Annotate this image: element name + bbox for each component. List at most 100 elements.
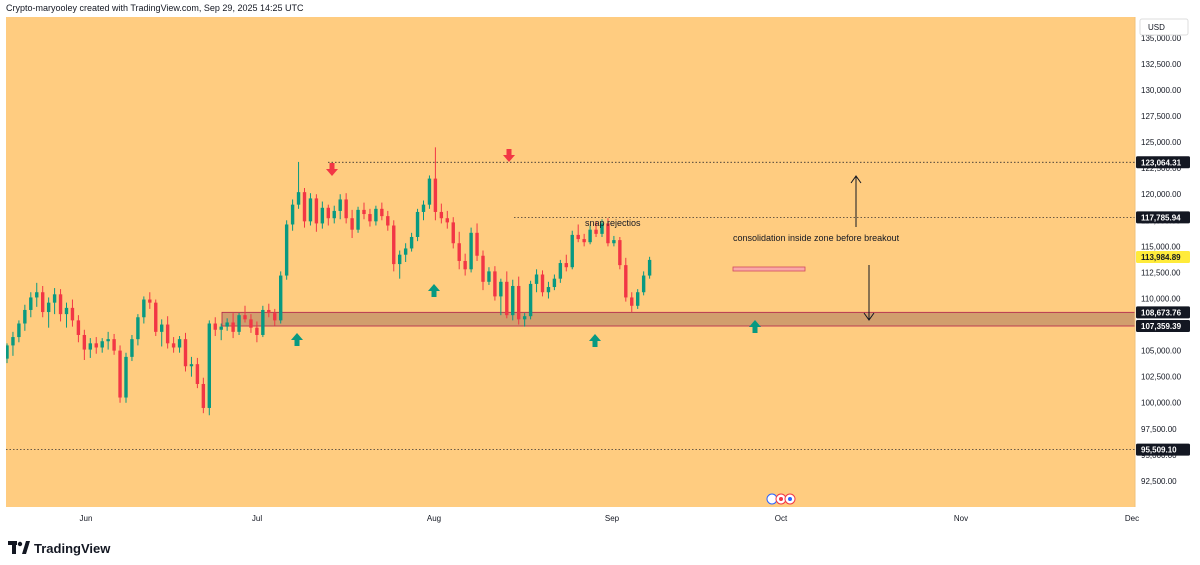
candle[interactable]: [160, 319, 164, 347]
candle[interactable]: [534, 269, 539, 293]
candle[interactable]: [409, 232, 414, 252]
candle[interactable]: [564, 254, 568, 272]
candle[interactable]: [320, 201, 325, 229]
candle[interactable]: [284, 220, 289, 280]
price-chart[interactable]: snap rejectios consolidation inside zone…: [5, 17, 1191, 529]
candle[interactable]: [612, 235, 616, 247]
candle[interactable]: [392, 220, 396, 272]
candle[interactable]: [70, 299, 75, 327]
candle[interactable]: [647, 256, 652, 279]
candle[interactable]: [35, 282, 39, 307]
candle[interactable]: [439, 203, 444, 224]
candle[interactable]: [326, 204, 330, 226]
candle[interactable]: [177, 336, 182, 353]
candle[interactable]: [421, 200, 426, 221]
candle[interactable]: [23, 304, 27, 331]
candle[interactable]: [505, 271, 509, 319]
candle[interactable]: [58, 289, 63, 322]
candle[interactable]: [487, 267, 491, 285]
candle[interactable]: [314, 194, 319, 232]
candle[interactable]: [528, 280, 533, 320]
candle[interactable]: [451, 217, 455, 249]
candle[interactable]: [463, 253, 467, 276]
candle[interactable]: [142, 296, 146, 324]
candle[interactable]: [64, 302, 69, 328]
candle[interactable]: [356, 206, 360, 233]
candle[interactable]: [243, 305, 247, 323]
candle[interactable]: [136, 314, 140, 346]
candle[interactable]: [148, 292, 152, 309]
candle[interactable]: [213, 317, 217, 337]
candle[interactable]: [273, 308, 277, 326]
candle[interactable]: [100, 338, 104, 353]
candle[interactable]: [29, 292, 33, 318]
candle[interactable]: [641, 271, 646, 296]
candle[interactable]: [308, 193, 313, 226]
candle[interactable]: [618, 236, 622, 270]
candle[interactable]: [130, 334, 134, 362]
candle[interactable]: [255, 321, 259, 343]
candle[interactable]: [189, 356, 194, 377]
candle[interactable]: [237, 313, 241, 335]
candle[interactable]: [582, 233, 586, 247]
candle[interactable]: [368, 208, 372, 227]
candle[interactable]: [82, 329, 87, 360]
candle[interactable]: [195, 357, 200, 389]
candle[interactable]: [362, 202, 366, 220]
candle[interactable]: [433, 147, 438, 221]
candle[interactable]: [344, 193, 348, 224]
candle[interactable]: [225, 318, 229, 331]
candle[interactable]: [261, 305, 265, 338]
candle[interactable]: [46, 297, 51, 328]
candle[interactable]: [267, 303, 271, 318]
candle[interactable]: [154, 299, 158, 337]
candle[interactable]: [332, 205, 336, 224]
candle[interactable]: [302, 187, 307, 228]
candle[interactable]: [540, 270, 545, 297]
candle[interactable]: [558, 259, 563, 283]
candle[interactable]: [499, 278, 503, 316]
candle[interactable]: [469, 227, 473, 273]
candlestick-chart[interactable]: snap rejectios consolidation inside zone…: [5, 17, 1191, 529]
candle[interactable]: [290, 199, 295, 231]
candle[interactable]: [231, 313, 235, 339]
candle[interactable]: [403, 243, 408, 262]
candle[interactable]: [546, 281, 551, 299]
candle[interactable]: [386, 210, 390, 231]
candle[interactable]: [630, 292, 634, 313]
candle[interactable]: [522, 313, 527, 327]
candle[interactable]: [106, 331, 110, 350]
tradingview-logo[interactable]: TradingView: [8, 538, 110, 558]
candle[interactable]: [249, 314, 253, 333]
candle[interactable]: [570, 230, 574, 270]
candle[interactable]: [594, 221, 598, 237]
candle[interactable]: [183, 332, 188, 372]
candle[interactable]: [600, 219, 604, 237]
candle[interactable]: [17, 320, 21, 343]
candle[interactable]: [380, 202, 384, 221]
candle[interactable]: [124, 352, 128, 403]
candle[interactable]: [52, 288, 57, 315]
candle[interactable]: [552, 274, 557, 291]
candle[interactable]: [398, 250, 402, 279]
candle[interactable]: [606, 218, 610, 247]
candle[interactable]: [374, 205, 378, 226]
candle[interactable]: [112, 333, 116, 355]
candle[interactable]: [457, 231, 461, 270]
candle[interactable]: [427, 175, 432, 209]
candle[interactable]: [5, 343, 9, 364]
candle[interactable]: [279, 271, 283, 324]
candle[interactable]: [219, 323, 223, 341]
candle[interactable]: [517, 276, 521, 325]
candle[interactable]: [207, 320, 211, 416]
candle[interactable]: [171, 337, 176, 353]
candle[interactable]: [511, 279, 515, 321]
candle[interactable]: [475, 223, 479, 261]
candle[interactable]: [624, 257, 628, 302]
candle[interactable]: [576, 224, 580, 243]
candle[interactable]: [493, 266, 497, 301]
candle[interactable]: [338, 194, 342, 220]
currency-badge[interactable]: [1139, 18, 1189, 36]
candle[interactable]: [41, 285, 45, 318]
candle[interactable]: [76, 315, 81, 343]
